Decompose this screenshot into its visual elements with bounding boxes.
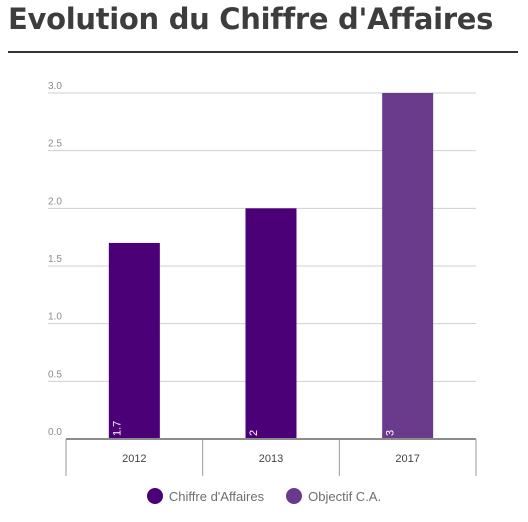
bars: 1.7 2 3 [108, 93, 434, 439]
x-tick-label-2013: 2013 [259, 453, 283, 465]
y-tick-label-3-0: 3.0 [48, 81, 62, 92]
legend-swatch-objectif-ca [286, 488, 303, 504]
data-label-chiffre-d-affaires-2013: 2 [248, 430, 260, 436]
x-tick-label-2012: 2012 [122, 453, 146, 465]
bar-chiffre-d-affaires-2013[interactable] [245, 208, 297, 439]
y-tick-label-1-5: 1.5 [48, 254, 62, 265]
legend-item-objectif-ca[interactable]: Objectif C.A. [286, 488, 381, 504]
bar-chiffre-d-affaires-2012[interactable] [108, 242, 160, 439]
x-axis: 2012 2013 2017 [65, 438, 477, 476]
title-divider [8, 51, 518, 53]
y-axis-ticks: 0.0 0.5 1.0 1.5 2.0 2.5 3.0 [48, 81, 62, 438]
y-tick-label-0-0: 0.0 [48, 427, 62, 438]
page-title: Evolution du Chiffre d'Affaires [8, 2, 494, 36]
y-tick-label-2-0: 2.0 [48, 196, 62, 207]
x-tick-label-2017: 2017 [395, 453, 419, 465]
legend: Chiffre d'Affaires Objectif C.A. [0, 488, 528, 504]
legend-item-chiffre-affaires[interactable]: Chiffre d'Affaires [146, 488, 265, 504]
legend-label-objectif-ca: Objectif C.A. [308, 488, 382, 504]
bar-objectif-c-a-2017[interactable] [382, 93, 434, 439]
data-label-chiffre-d-affaires-2012: 1.7 [111, 421, 123, 436]
legend-label-chiffre-affaires: Chiffre d'Affaires [168, 488, 265, 504]
y-tick-label-0-5: 0.5 [48, 369, 62, 380]
legend-swatch-chiffre-affaires [146, 488, 163, 504]
data-label-objectif-c-a-2017: 3 [385, 430, 397, 436]
y-tick-label-2-5: 2.5 [48, 139, 62, 150]
y-tick-label-1-0: 1.0 [48, 312, 62, 323]
